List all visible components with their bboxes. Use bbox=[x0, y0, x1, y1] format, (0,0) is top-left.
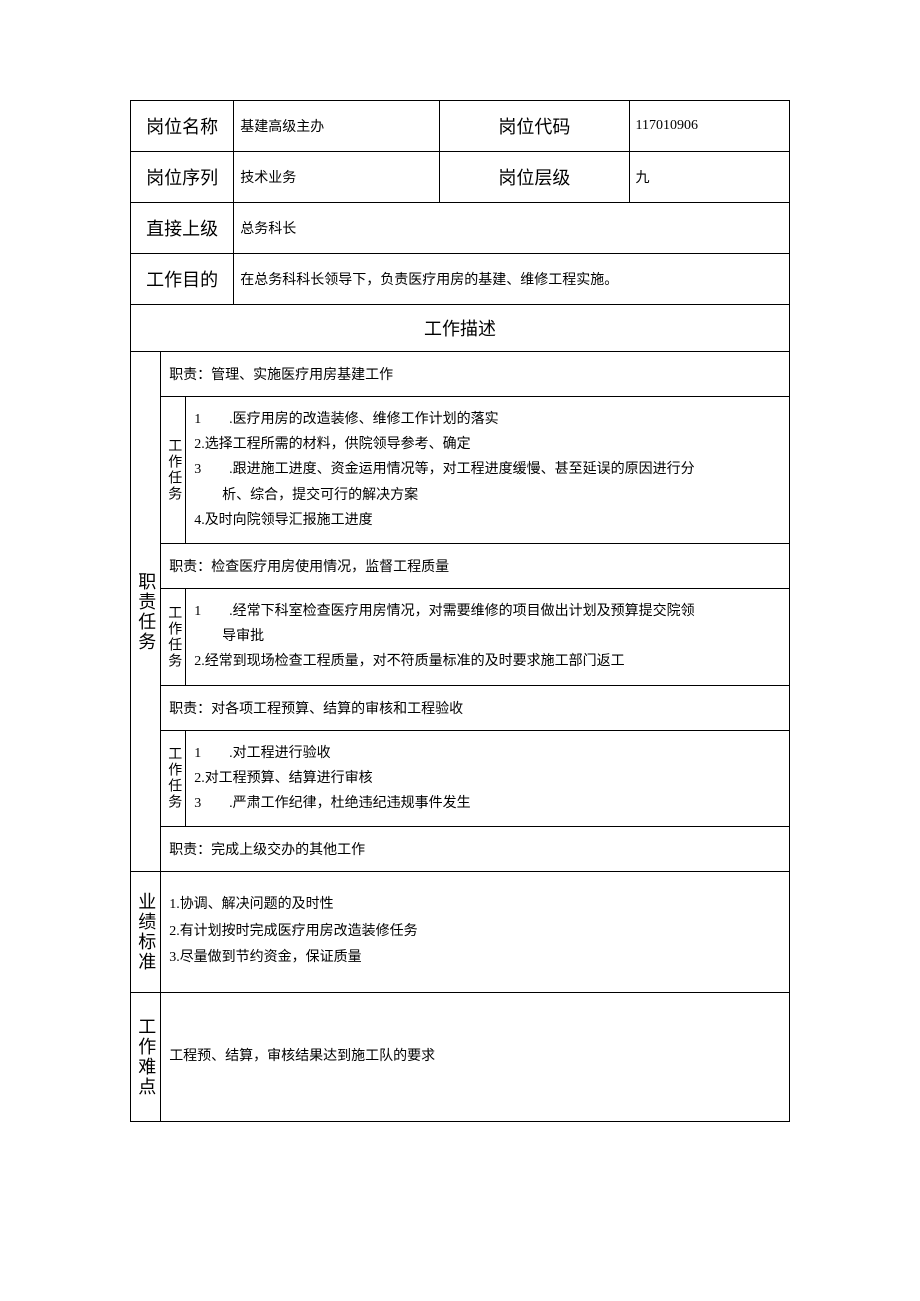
description-header: 工作描述 bbox=[131, 305, 790, 352]
standards-content: 1.协调、解决问题的及时性2.有计划按时完成医疗用房改造装修任务3.尽量做到节约… bbox=[161, 872, 790, 993]
task-label-1: 工作任务 bbox=[161, 397, 186, 544]
duties-section-label: 职责任务 bbox=[131, 352, 161, 872]
difficulty-content: 工程预、结算，审核结果达到施工队的要求 bbox=[161, 992, 790, 1121]
position-series-value: 技术业务 bbox=[234, 152, 440, 203]
duty-title-3: 职责：对各项工程预算、结算的审核和工程验收 bbox=[161, 685, 790, 730]
task-content-2: 1 .经常下科室检查医疗用房情况，对需要维修的项目做出计划及预算提交院领 导审批… bbox=[186, 588, 790, 685]
duty-title-4: 职责：完成上级交办的其他工作 bbox=[161, 827, 790, 872]
objective-value: 在总务科科长领导下，负责医疗用房的基建、维修工程实施。 bbox=[234, 254, 790, 305]
task-label-2: 工作任务 bbox=[161, 588, 186, 685]
objective-label: 工作目的 bbox=[131, 254, 234, 305]
position-series-label: 岗位序列 bbox=[131, 152, 234, 203]
position-level-value: 九 bbox=[629, 152, 790, 203]
duty-title-1: 职责：管理、实施医疗用房基建工作 bbox=[161, 352, 790, 397]
position-name-value: 基建高级主办 bbox=[234, 101, 440, 152]
job-description-table: 岗位名称 基建高级主办 岗位代码 117010906 岗位序列 技术业务 岗位层… bbox=[130, 100, 790, 1122]
position-name-label: 岗位名称 bbox=[131, 101, 234, 152]
task-content-3: 1 .对工程进行验收2.对工程预算、结算进行审核3 .严肃工作纪律，杜绝违纪违规… bbox=[186, 730, 790, 827]
supervisor-value: 总务科长 bbox=[234, 203, 790, 254]
task-label-3: 工作任务 bbox=[161, 730, 186, 827]
position-code-value: 117010906 bbox=[629, 101, 790, 152]
supervisor-label: 直接上级 bbox=[131, 203, 234, 254]
position-code-label: 岗位代码 bbox=[440, 101, 629, 152]
task-content-1: 1 .医疗用房的改造装修、维修工作计划的落实2.选择工程所需的材料，供院领导参考… bbox=[186, 397, 790, 544]
standards-label: 业绩标准 bbox=[131, 872, 161, 993]
position-level-label: 岗位层级 bbox=[440, 152, 629, 203]
difficulty-label: 工作难点 bbox=[131, 992, 161, 1121]
duty-title-2: 职责：检查医疗用房使用情况，监督工程质量 bbox=[161, 543, 790, 588]
